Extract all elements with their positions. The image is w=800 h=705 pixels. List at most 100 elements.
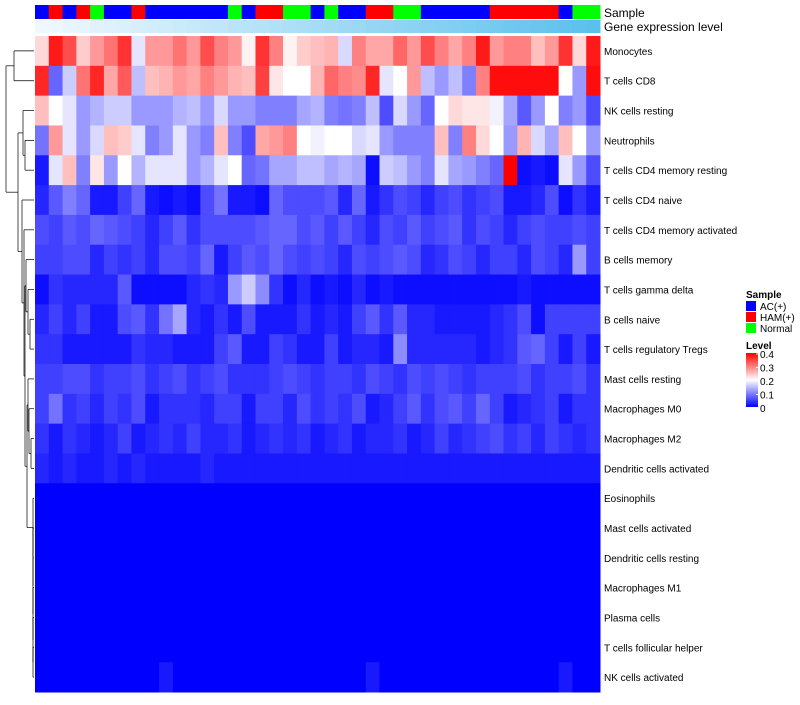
gene-expression-annotation-cell (351, 20, 367, 33)
heatmap-cell (462, 95, 477, 126)
heatmap-cell (131, 36, 146, 67)
heatmap-cell (407, 95, 422, 126)
heatmap-cell (283, 36, 298, 67)
heatmap-cell (448, 244, 463, 276)
heatmap-cell (489, 274, 505, 305)
heatmap-cell (420, 214, 436, 246)
gene-expression-annotation-cell (531, 20, 546, 33)
heatmap-cell (269, 513, 284, 544)
gene-expression-annotation-cell (365, 20, 381, 33)
heatmap-cell (296, 364, 312, 395)
heatmap-cell (310, 125, 325, 156)
heatmap-cell (365, 572, 381, 604)
heatmap-cell (76, 393, 91, 425)
heatmap-cell (310, 513, 325, 544)
gene-expression-annotation-cell (310, 20, 325, 33)
heatmap-cell (586, 65, 601, 97)
heatmap-cell (62, 364, 77, 395)
heatmap-cell (227, 632, 243, 663)
heatmap-cell (503, 542, 518, 574)
heatmap-cell (186, 483, 201, 514)
heatmap-cell (489, 632, 505, 663)
heatmap-cell (324, 542, 339, 574)
heatmap-cell (269, 214, 284, 246)
heatmap-cell (379, 632, 394, 663)
heatmap-cell (35, 334, 50, 365)
heatmap-cell (503, 602, 518, 633)
heatmap-cell (200, 274, 215, 305)
heatmap-cell (420, 155, 436, 186)
heatmap-cell (531, 36, 546, 67)
heatmap-cell (544, 393, 560, 425)
sample-annotation-cell (462, 5, 477, 19)
heatmap-cell (558, 364, 573, 395)
heatmap-cell (503, 632, 518, 663)
heatmap-cell (103, 214, 119, 246)
heatmap-cell (186, 602, 201, 633)
heatmap-cell (434, 602, 449, 633)
heatmap-cell (255, 214, 270, 246)
heatmap-cell (283, 364, 298, 395)
heatmap-cell (572, 602, 587, 633)
row-label: T cells CD4 memory activated (604, 226, 737, 237)
heatmap-cell (159, 602, 174, 633)
heatmap-cell (379, 364, 394, 395)
heatmap-cell (462, 423, 477, 454)
heatmap-cell (90, 185, 105, 216)
heatmap-cell (475, 542, 491, 574)
heatmap-cell (517, 244, 532, 276)
heatmap-cell (145, 423, 160, 454)
heatmap-cell (159, 423, 174, 454)
heatmap-cell (186, 513, 201, 544)
heatmap-cell (241, 513, 256, 544)
heatmap-cell (365, 304, 381, 335)
legend-level-tick-label: 0.3 (760, 364, 774, 375)
heatmap-cell (48, 513, 64, 544)
heatmap-cell (172, 214, 188, 246)
heatmap-cell (544, 274, 560, 305)
heatmap-cell (186, 95, 201, 126)
heatmap-cell (393, 214, 408, 246)
heatmap-cell (572, 453, 587, 484)
heatmap-cell (200, 602, 215, 633)
heatmap-cell (379, 334, 394, 365)
heatmap-cell (269, 334, 284, 365)
heatmap-cell (475, 244, 491, 276)
heatmap-cell (324, 453, 339, 484)
heatmap-cell (351, 185, 367, 216)
heatmap-cell (365, 155, 381, 186)
heatmap-cell (117, 423, 132, 454)
heatmap-cell (462, 364, 477, 395)
heatmap-cell (475, 364, 491, 395)
heatmap-cell (172, 393, 188, 425)
heatmap-cell (365, 542, 381, 574)
heatmap-cell (586, 125, 601, 156)
sample-annotation-cell (489, 5, 505, 19)
heatmap-cell (448, 602, 463, 633)
heatmap-cell (572, 214, 587, 246)
heatmap-cell (365, 364, 381, 395)
heatmap-cell (365, 125, 381, 156)
heatmap-cell (186, 36, 201, 67)
heatmap-cell (393, 542, 408, 574)
heatmap-cell (227, 95, 243, 126)
heatmap-cell (227, 483, 243, 514)
heatmap-cell (62, 542, 77, 574)
heatmap-cell (255, 95, 270, 126)
heatmap-cell (475, 393, 491, 425)
heatmap-cell (351, 423, 367, 454)
heatmap-cell (324, 214, 339, 246)
heatmap-cell (172, 125, 188, 156)
heatmap-cell (145, 185, 160, 216)
heatmap-cell (407, 453, 422, 484)
heatmap-cell (200, 155, 215, 186)
sample-annotation-cell (531, 5, 546, 19)
heatmap-cell (586, 364, 601, 395)
gene-expression-annotation-cell (269, 20, 284, 33)
heatmap-cell (434, 244, 449, 276)
heatmap-cell (62, 602, 77, 633)
heatmap-cell (448, 513, 463, 544)
heatmap-cell (90, 304, 105, 335)
gene-expression-annotation-cell (159, 20, 174, 33)
heatmap-cell (489, 65, 505, 97)
